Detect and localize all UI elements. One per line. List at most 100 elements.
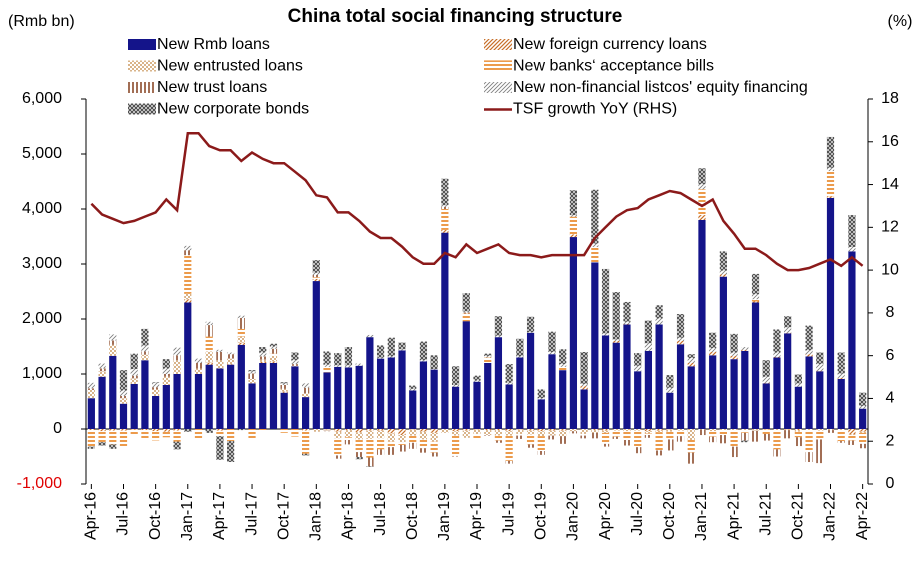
bar-segment	[173, 441, 181, 450]
bar-segment	[87, 430, 95, 447]
bar-segment	[837, 378, 845, 429]
bar-segment	[709, 352, 717, 356]
x-tick-label: Apr-16	[83, 492, 100, 540]
legend-label: New entrusted loans	[157, 58, 303, 75]
bar-segment	[109, 340, 117, 345]
bar-segment	[430, 429, 438, 433]
x-tick-label: Jan-20	[565, 492, 582, 541]
bar-segment	[462, 429, 470, 431]
bar-segment	[805, 430, 813, 453]
bar-segment	[848, 434, 856, 436]
bar-segment	[366, 337, 374, 429]
bar-segment	[109, 344, 117, 356]
bar-segment	[98, 368, 106, 372]
bar-segment	[666, 439, 674, 451]
bar-segment	[344, 365, 353, 368]
bar-segment	[494, 337, 503, 429]
bar-segment	[376, 429, 385, 431]
chart-title: China total social financing structure	[288, 6, 623, 27]
bar-segment	[441, 429, 449, 433]
y2-tick-label: 6	[886, 347, 895, 364]
bar-segment	[709, 332, 717, 349]
bar-segment	[216, 360, 224, 369]
x-tick-label: Jul-16	[115, 492, 132, 536]
bar-segment	[709, 355, 717, 429]
bar-segment	[784, 430, 792, 439]
bar-segment	[559, 430, 567, 437]
bar-segment	[130, 429, 138, 430]
bar-segment	[494, 429, 503, 431]
bar-segment	[730, 430, 738, 447]
bar-segment	[730, 352, 738, 356]
bar-segment	[644, 431, 652, 434]
bar-segment	[644, 435, 652, 438]
bar-segment	[580, 383, 588, 387]
bar-segment	[698, 215, 706, 220]
y2-tick-label: 8	[886, 304, 895, 321]
bar-segment	[580, 435, 588, 439]
bar-segment	[773, 449, 781, 457]
y2-tick-label: 4	[886, 390, 895, 407]
x-tick-label: Jan-17	[179, 492, 196, 541]
bar-segment	[312, 429, 320, 432]
bar-segment	[109, 355, 117, 429]
bar-segment	[655, 324, 663, 429]
bar-segment	[848, 215, 856, 247]
bar-segment	[87, 388, 95, 390]
bar-segment	[280, 383, 288, 385]
bar-segment	[366, 438, 374, 458]
bar-segment	[130, 383, 138, 429]
bar-segment	[130, 375, 138, 379]
y-tick-label: 1,000	[22, 365, 62, 382]
bar-segment	[634, 371, 642, 429]
bar-segment	[751, 294, 760, 300]
bar-segment	[441, 205, 449, 207]
bar-segment	[334, 438, 342, 456]
bar-segment	[848, 429, 856, 435]
bar-segment	[505, 364, 513, 383]
x-tick-label: Jul-17	[243, 492, 260, 536]
bar-segment	[623, 321, 631, 324]
x-tick-label: Jul-19	[500, 492, 517, 536]
bar-segment	[237, 328, 245, 337]
bar-segment	[430, 441, 438, 453]
bar-segment	[259, 352, 267, 357]
bar-segment	[184, 245, 192, 251]
bar-segment	[526, 316, 535, 333]
bar-segment	[687, 363, 695, 367]
bar-segment	[559, 349, 567, 365]
bar-segment	[773, 429, 781, 431]
bar-segment	[387, 429, 395, 434]
bar-segment	[719, 276, 727, 429]
bar-segment	[173, 347, 181, 356]
bar-segment	[441, 232, 449, 429]
bar-segment	[805, 356, 813, 429]
bar-segment	[784, 429, 792, 431]
bar-segment	[516, 357, 524, 429]
bar-segment	[409, 385, 417, 389]
bar-segment	[826, 167, 835, 172]
bar-segment	[751, 273, 760, 295]
bar-segment	[655, 429, 663, 431]
bar-segment	[730, 429, 738, 431]
bar-segment	[773, 357, 781, 429]
bar-segment	[698, 220, 706, 429]
bar-segment	[376, 449, 385, 455]
bar-segment	[484, 429, 492, 431]
bar-segment	[141, 354, 149, 361]
bar-segment	[484, 430, 492, 436]
bar-segment	[387, 356, 395, 358]
bar-segment	[548, 429, 556, 431]
bar-segment	[859, 443, 867, 449]
bar-segment	[184, 293, 192, 300]
bar-segment	[216, 368, 224, 429]
bar-segment	[580, 386, 588, 390]
bar-segment	[355, 452, 363, 458]
bar-segment	[387, 433, 395, 442]
bar-segment	[323, 372, 331, 429]
bar-segment	[848, 246, 856, 252]
bar-segment	[344, 429, 353, 431]
bar-segment	[569, 429, 578, 432]
legend-label: New banks‘ acceptance bills	[513, 58, 714, 75]
bar-segment	[152, 382, 160, 383]
